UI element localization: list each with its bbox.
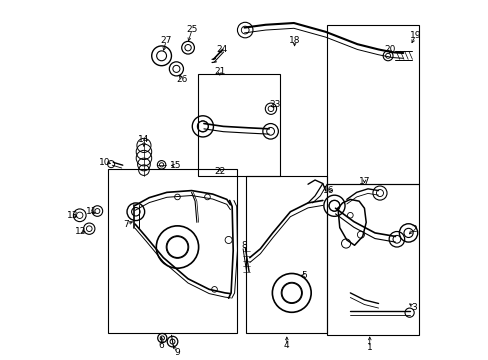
Text: 27: 27 bbox=[160, 36, 171, 45]
Text: 12: 12 bbox=[75, 227, 86, 236]
Text: 4: 4 bbox=[284, 341, 289, 350]
Text: 6: 6 bbox=[159, 341, 164, 350]
Bar bbox=[108, 170, 236, 333]
Text: 11: 11 bbox=[86, 207, 98, 216]
Text: 16: 16 bbox=[322, 186, 333, 195]
Text: 22: 22 bbox=[214, 167, 225, 176]
Bar bbox=[327, 25, 418, 184]
Text: 19: 19 bbox=[409, 31, 421, 40]
Text: 21: 21 bbox=[214, 67, 225, 76]
Text: 20: 20 bbox=[384, 45, 395, 54]
Text: 18: 18 bbox=[288, 36, 300, 45]
Bar bbox=[197, 74, 279, 176]
Bar bbox=[327, 184, 418, 335]
Text: 7: 7 bbox=[123, 220, 129, 229]
Bar bbox=[246, 176, 327, 333]
Text: 1: 1 bbox=[366, 343, 372, 352]
Text: 10: 10 bbox=[99, 158, 111, 167]
Text: 23: 23 bbox=[269, 100, 281, 109]
Text: 8: 8 bbox=[241, 241, 247, 250]
Text: 2: 2 bbox=[410, 225, 416, 234]
Text: 3: 3 bbox=[410, 302, 416, 311]
Text: 24: 24 bbox=[216, 45, 227, 54]
Text: 25: 25 bbox=[186, 24, 198, 33]
Text: 13: 13 bbox=[66, 211, 78, 220]
Text: 15: 15 bbox=[170, 161, 181, 170]
Text: 5: 5 bbox=[301, 271, 307, 280]
Text: 17: 17 bbox=[358, 177, 369, 186]
Text: 26: 26 bbox=[176, 75, 187, 84]
Text: 14: 14 bbox=[138, 135, 149, 144]
Text: 9: 9 bbox=[174, 348, 179, 357]
